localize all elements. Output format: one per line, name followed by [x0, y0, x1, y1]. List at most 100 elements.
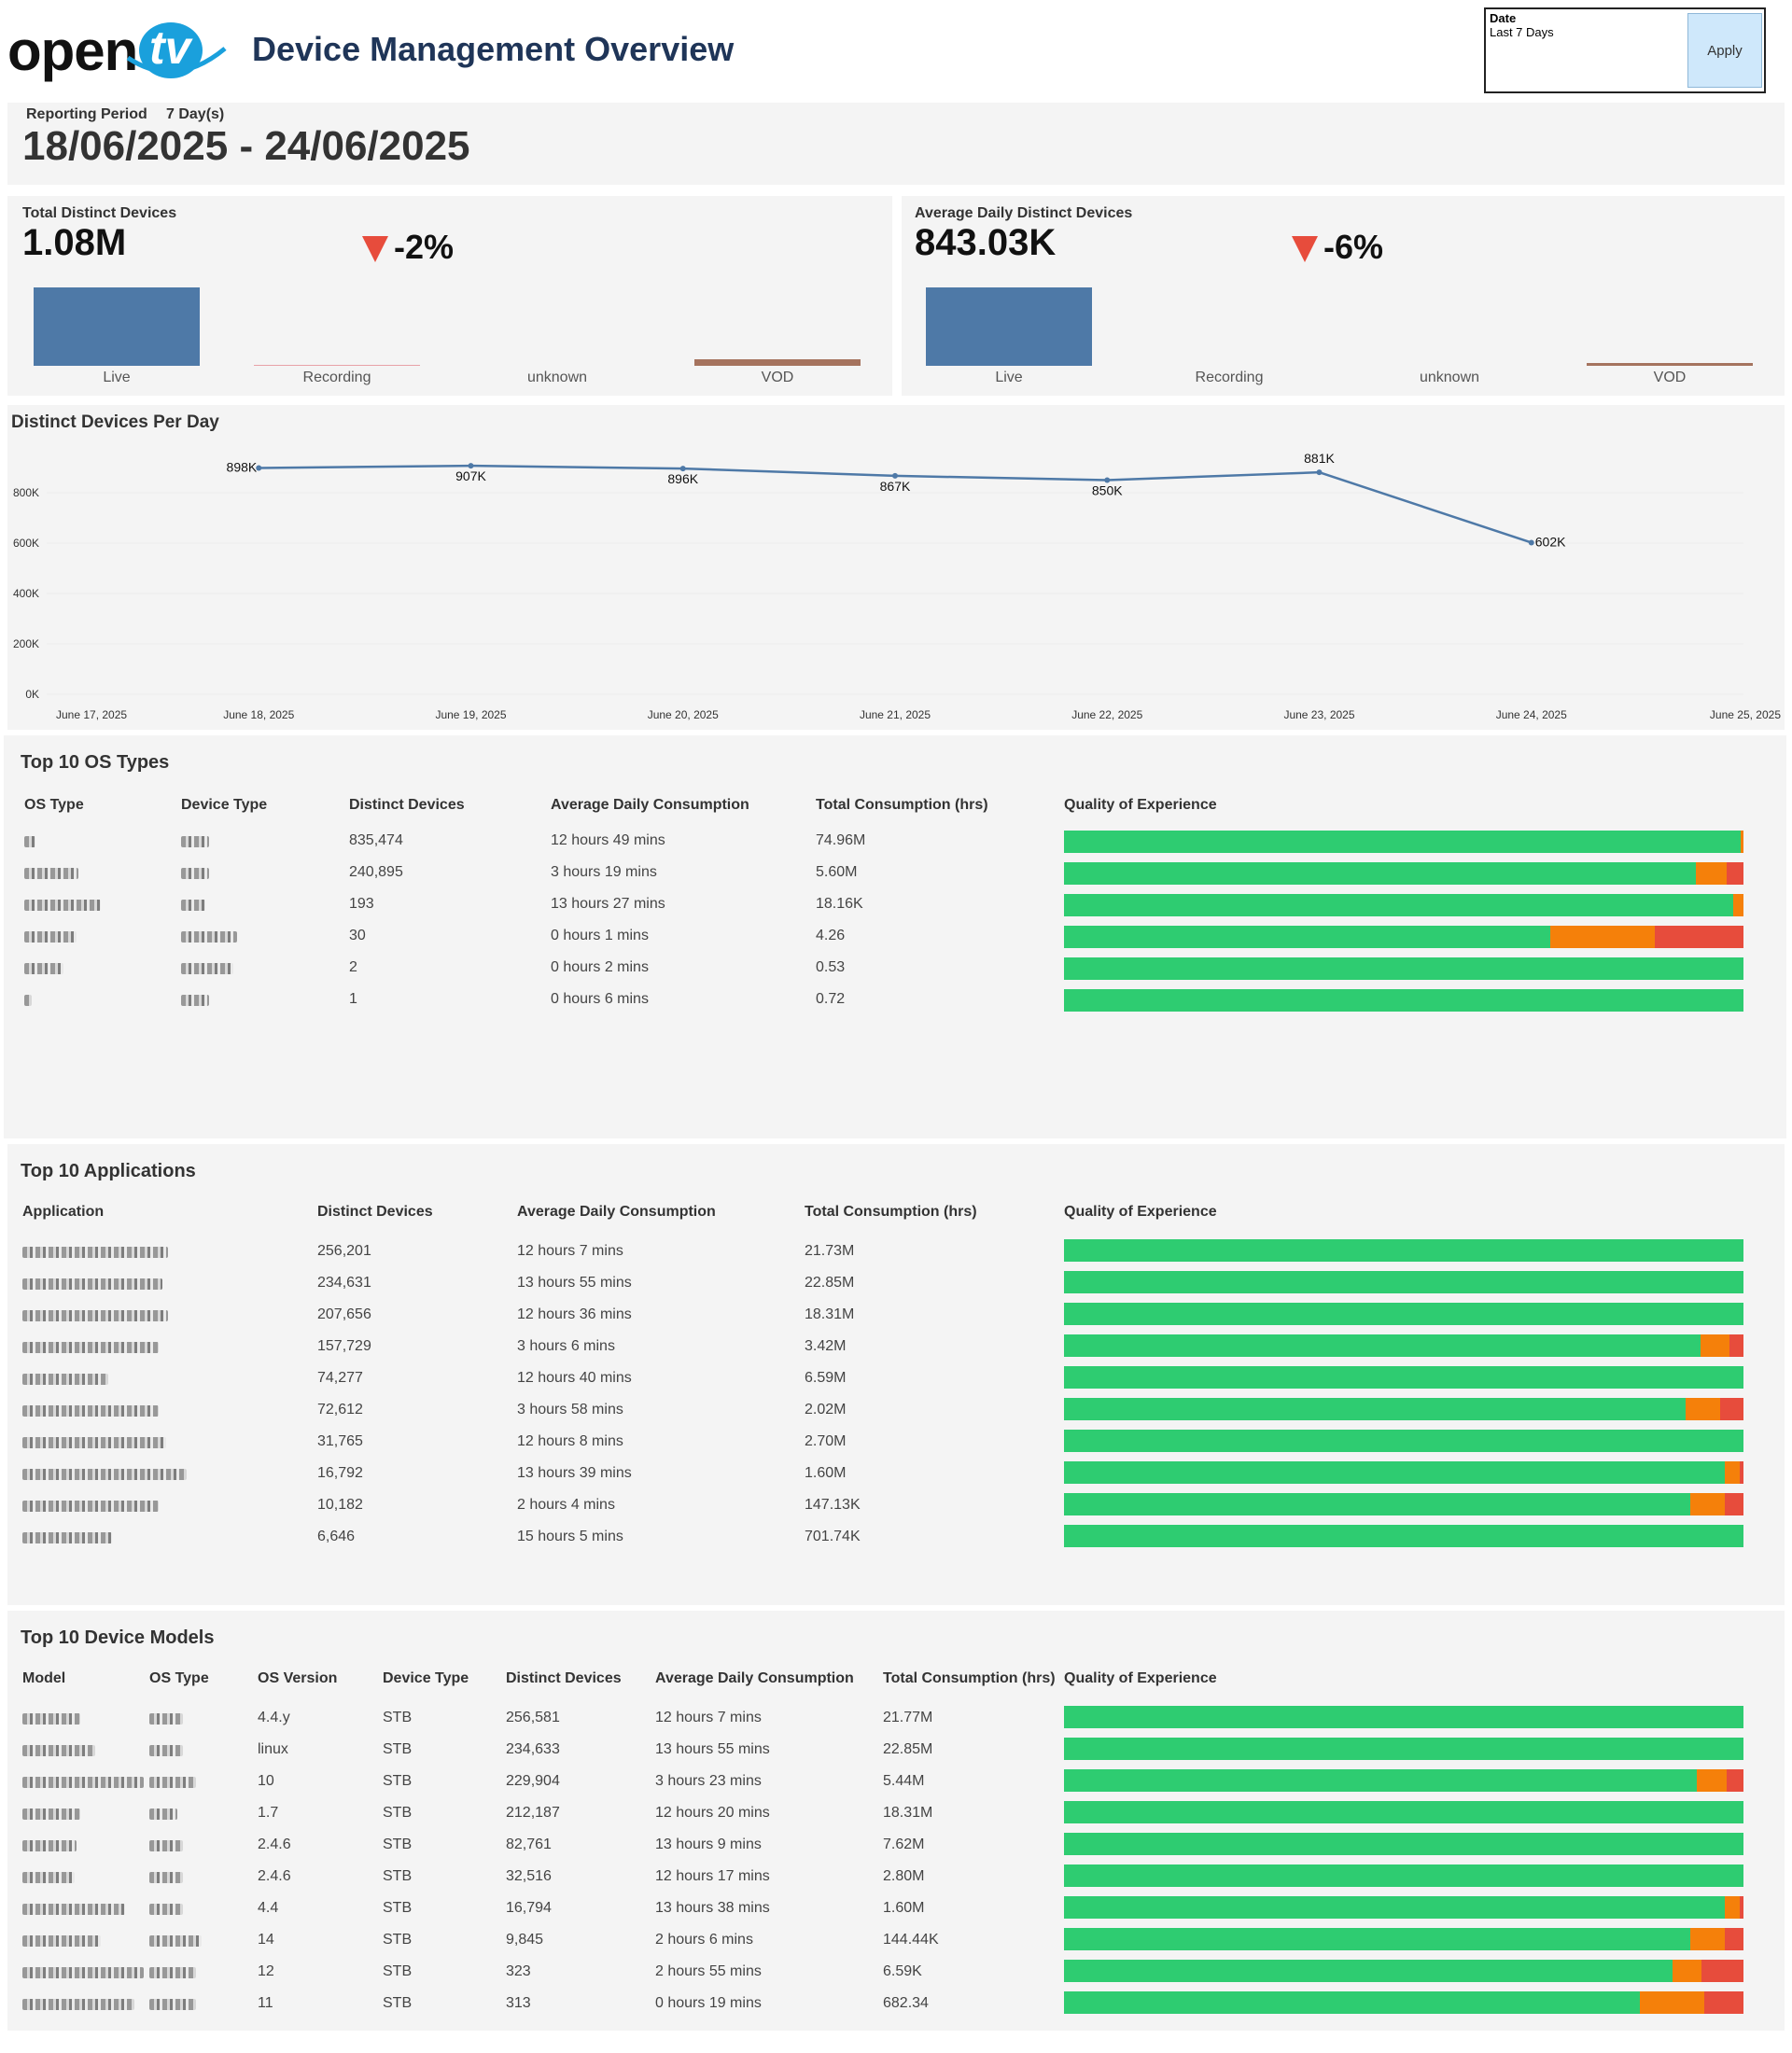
total-consumption: 5.60M — [816, 864, 858, 880]
os-type-redacted — [149, 1872, 183, 1883]
distinct-devices: 240,895 — [349, 864, 403, 880]
device-type: STB — [383, 1868, 413, 1884]
column-header[interactable]: Average Daily Consumption — [517, 1204, 716, 1220]
data-point — [1104, 477, 1111, 483]
qoe-good-segment — [1064, 1864, 1743, 1887]
devices-per-day-chart: Distinct Devices Per Day 0K 200K 400K 600K 8… — [7, 405, 1785, 730]
total-consumption: 1.60M — [805, 1465, 847, 1481]
total-consumption: 18.31M — [883, 1805, 933, 1821]
distinct-devices: 16,792 — [317, 1465, 363, 1481]
qoe-good-segment — [1064, 1303, 1743, 1325]
application-name-redacted — [22, 1374, 108, 1385]
avg-daily-consumption: 0 hours 2 mins — [551, 959, 649, 975]
distinct-devices: 31,765 — [317, 1433, 363, 1449]
model-name-redacted — [22, 1904, 125, 1915]
os-version: 4.4 — [258, 1900, 279, 1916]
kpi-change: -6% — [1292, 228, 1383, 267]
os-type-redacted — [24, 931, 77, 943]
qoe-good-segment — [1064, 1271, 1743, 1293]
reporting-period-label: Reporting Period — [26, 106, 147, 122]
os-type-redacted — [149, 1967, 196, 1978]
column-header[interactable]: Average Daily Consumption — [655, 1670, 854, 1686]
total-consumption: 21.77M — [883, 1710, 933, 1725]
y-tick-label: 800K — [13, 486, 39, 499]
distinct-devices: 212,187 — [506, 1805, 560, 1821]
column-header[interactable]: Distinct Devices — [349, 797, 465, 813]
total-consumption: 0.53 — [816, 959, 846, 975]
column-header[interactable]: Device Type — [181, 797, 268, 813]
qoe-bar — [1064, 1239, 1743, 1262]
column-header[interactable]: OS Type — [24, 797, 84, 813]
qoe-fair-segment — [1640, 1991, 1704, 2014]
logo-tv-text: tv — [149, 21, 191, 74]
qoe-good-segment — [1064, 1706, 1743, 1728]
device-type: STB — [383, 1995, 413, 2011]
application-name-redacted — [22, 1532, 112, 1543]
qoe-bar — [1064, 1738, 1743, 1760]
os-version: 11 — [258, 1995, 273, 2011]
kpi-value: 843.03K — [915, 222, 1057, 263]
avg-daily-consumption: 0 hours 1 mins — [551, 928, 649, 943]
column-header[interactable]: Application — [22, 1204, 105, 1220]
avg-daily-consumption: 12 hours 36 mins — [517, 1306, 632, 1322]
x-tick-label: June 23, 2025 — [1283, 708, 1354, 721]
os-type-redacted — [149, 1840, 183, 1851]
column-header[interactable]: Quality of Experience — [1064, 1670, 1217, 1686]
kpi-card-total: Total Distinct Devices 1.08M -2% Live Rec… — [7, 196, 892, 396]
qoe-fair-segment — [1696, 862, 1727, 885]
column-header[interactable]: Distinct Devices — [317, 1204, 433, 1220]
column-header[interactable]: Total Consumption (hrs) — [805, 1204, 977, 1220]
distinct-devices: 74,277 — [317, 1370, 363, 1386]
column-header[interactable]: Average Daily Consumption — [551, 797, 749, 813]
column-header[interactable]: OS Version — [258, 1670, 338, 1686]
device-type-redacted — [181, 900, 205, 911]
column-header[interactable]: Total Consumption (hrs) — [816, 797, 988, 813]
qoe-bar — [1064, 1271, 1743, 1293]
column-header[interactable]: Distinct Devices — [506, 1670, 622, 1686]
os-type-redacted — [149, 1935, 202, 1947]
data-label: 896K — [667, 471, 698, 486]
qoe-good-segment — [1064, 1461, 1726, 1484]
top-os-types-panel: Top 10 OS Types OS Type Device Type Distin… — [4, 735, 1786, 1138]
avg-daily-consumption: 2 hours 55 mins — [655, 1963, 762, 1979]
model-name-redacted — [22, 1713, 80, 1725]
qoe-bar — [1064, 1366, 1743, 1389]
qoe-poor-segment — [1726, 862, 1743, 885]
total-consumption: 22.85M — [805, 1275, 855, 1291]
total-consumption: 18.31M — [805, 1306, 855, 1322]
qoe-good-segment — [1064, 957, 1743, 980]
device-type: STB — [383, 1741, 413, 1757]
column-header[interactable]: Device Type — [383, 1670, 469, 1686]
os-version: 4.4.y — [258, 1710, 290, 1725]
distinct-devices: 323 — [506, 1963, 531, 1979]
top-applications-panel: Top 10 Applications Application Distinct … — [7, 1144, 1785, 1605]
apply-button[interactable]: Apply — [1687, 13, 1762, 88]
avg-daily-consumption: 3 hours 58 mins — [517, 1402, 623, 1418]
device-type-redacted — [181, 868, 209, 879]
qoe-good-segment — [1064, 1960, 1673, 1982]
date-filter-select[interactable]: Last 7 Days — [1490, 25, 1554, 39]
model-name-redacted — [22, 1967, 144, 1978]
total-consumption: 2.02M — [805, 1402, 847, 1418]
data-point — [892, 472, 898, 479]
qoe-fair-segment — [1673, 1960, 1701, 1982]
distinct-devices: 1 — [349, 991, 357, 1007]
qoe-good-segment — [1064, 1801, 1743, 1823]
total-consumption: 682.34 — [883, 1995, 929, 2011]
qoe-poor-segment — [1740, 1896, 1743, 1919]
column-header[interactable]: Model — [22, 1670, 66, 1686]
reporting-period-panel: Reporting Period 7 Day(s) 18/06/2025 - 2… — [7, 103, 1785, 185]
chart-title: Distinct Devices Per Day — [11, 412, 219, 432]
column-header[interactable]: Quality of Experience — [1064, 797, 1217, 813]
os-type-redacted — [24, 868, 78, 879]
qoe-poor-segment — [1655, 926, 1743, 948]
application-name-redacted — [22, 1405, 159, 1417]
date-filter-label: Date — [1490, 11, 1517, 25]
y-tick-label: 200K — [13, 637, 39, 650]
os-type-redacted — [149, 1904, 183, 1915]
column-header[interactable]: Quality of Experience — [1064, 1204, 1217, 1220]
column-header[interactable]: OS Type — [149, 1670, 209, 1686]
total-consumption: 18.16K — [816, 896, 863, 912]
model-name-redacted — [22, 1809, 80, 1820]
column-header[interactable]: Total Consumption (hrs) — [883, 1670, 1056, 1686]
